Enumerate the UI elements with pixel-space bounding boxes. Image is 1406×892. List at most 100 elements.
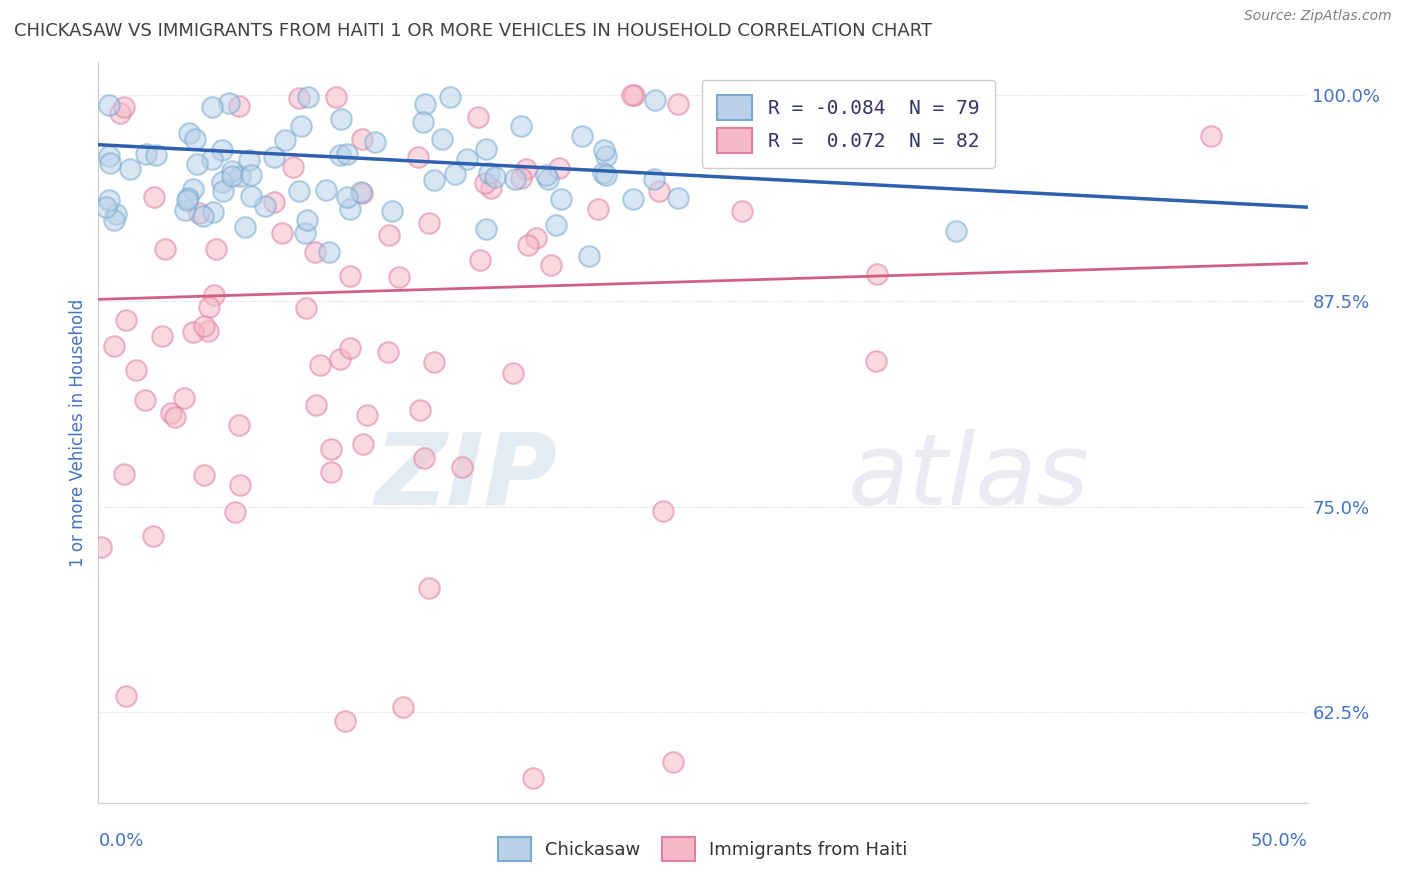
Point [193, 468, 215, 483]
Point [467, 111, 489, 125]
Point [571, 128, 593, 143]
Point [319, 442, 342, 457]
Point [205, 242, 228, 256]
Point [181, 325, 204, 339]
Point [150, 329, 173, 343]
Point [193, 318, 215, 333]
Point [142, 529, 165, 543]
Point [443, 167, 465, 181]
Point [165, 410, 187, 425]
Point [329, 352, 352, 367]
Point [350, 186, 373, 200]
Point [181, 181, 204, 195]
Point [470, 253, 492, 268]
Point [540, 258, 562, 272]
Point [263, 195, 285, 210]
Point [474, 176, 496, 190]
Point [325, 89, 347, 103]
Point [339, 268, 361, 283]
Point [651, 504, 673, 518]
Point [186, 157, 208, 171]
Point [418, 216, 440, 230]
Point [90, 540, 112, 554]
Point [336, 147, 359, 161]
Point [98, 155, 121, 169]
Point [364, 135, 387, 149]
Point [412, 114, 434, 128]
Point [191, 209, 214, 223]
Point [484, 169, 506, 184]
Point [478, 166, 501, 180]
Point [423, 355, 446, 369]
Point [731, 203, 754, 218]
Point [287, 184, 309, 198]
Point [578, 249, 600, 263]
Point [479, 180, 502, 194]
Point [200, 100, 222, 114]
Point [643, 172, 665, 186]
Legend: Chickasaw, Immigrants from Haiti: Chickasaw, Immigrants from Haiti [491, 830, 915, 868]
Point [413, 97, 436, 112]
Point [228, 99, 250, 113]
Point [339, 202, 361, 216]
Point [456, 153, 478, 167]
Point [548, 161, 571, 175]
Point [648, 184, 671, 198]
Point [211, 176, 233, 190]
Point [198, 301, 221, 315]
Point [145, 148, 167, 162]
Point [352, 437, 374, 451]
Point [595, 169, 617, 183]
Point [112, 467, 135, 481]
Point [666, 191, 689, 205]
Point [474, 222, 496, 236]
Point [112, 100, 135, 114]
Point [318, 244, 340, 259]
Point [155, 242, 177, 256]
Point [592, 166, 614, 180]
Y-axis label: 1 or more Vehicles in Household: 1 or more Vehicles in Household [69, 299, 87, 566]
Point [418, 581, 440, 595]
Point [115, 689, 138, 703]
Point [201, 205, 224, 219]
Point [377, 228, 399, 243]
Point [430, 131, 453, 145]
Point [377, 345, 399, 359]
Point [120, 162, 142, 177]
Point [212, 184, 235, 198]
Point [177, 191, 200, 205]
Point [263, 150, 285, 164]
Point [381, 203, 404, 218]
Point [391, 700, 413, 714]
Point [592, 143, 614, 157]
Point [502, 367, 524, 381]
Point [253, 199, 276, 213]
Point [620, 88, 643, 103]
Point [197, 324, 219, 338]
Point [173, 391, 195, 405]
Point [233, 219, 256, 234]
Point [546, 218, 568, 232]
Text: ZIP: ZIP [375, 428, 558, 525]
Point [524, 231, 547, 245]
Point [422, 173, 444, 187]
Point [184, 132, 207, 146]
Point [623, 88, 645, 103]
Point [125, 363, 148, 377]
Point [218, 95, 240, 110]
Point [134, 393, 156, 408]
Point [662, 755, 685, 769]
Point [98, 193, 121, 207]
Point [294, 301, 316, 316]
Point [503, 172, 526, 186]
Text: Source: ZipAtlas.com: Source: ZipAtlas.com [1244, 9, 1392, 23]
Point [173, 202, 195, 217]
Point [202, 287, 225, 301]
Point [329, 148, 352, 162]
Point [865, 267, 887, 281]
Point [221, 169, 243, 183]
Point [339, 341, 361, 355]
Point [97, 149, 120, 163]
Point [863, 149, 886, 163]
Point [413, 450, 436, 465]
